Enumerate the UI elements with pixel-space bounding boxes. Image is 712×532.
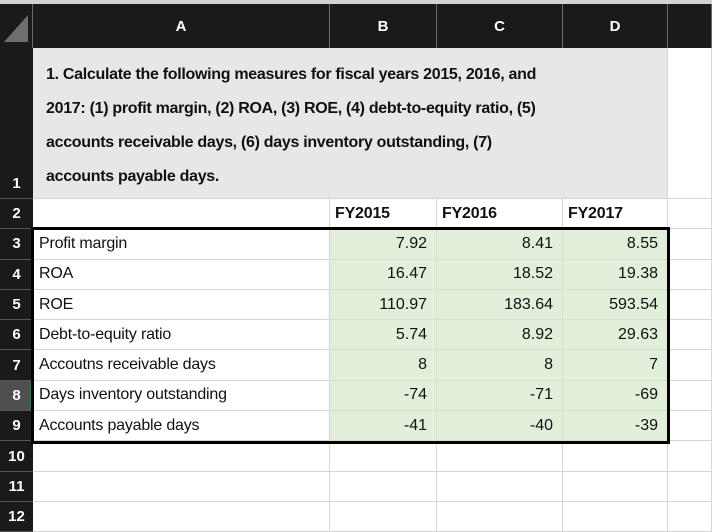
cell-c4-value[interactable]: 18.52 [437, 259, 563, 290]
active-row-indicator [30, 380, 33, 411]
cell-a1-instruction[interactable]: 1. Calculate the following measures for … [33, 48, 668, 199]
cell-d6-value[interactable]: 29.63 [563, 320, 668, 351]
empty-cell-c12[interactable] [437, 501, 563, 532]
cell-label-debt-to-equity[interactable]: Debt-to-equity ratio [33, 320, 330, 351]
empty-cell-e12[interactable] [668, 501, 712, 532]
row-header-9[interactable]: 9 [0, 411, 33, 442]
cell-c5-value[interactable]: 183.64 [437, 289, 563, 321]
empty-cell-e8[interactable] [668, 380, 712, 412]
empty-cell-a10[interactable] [33, 441, 330, 472]
empty-cell-d11[interactable] [563, 471, 668, 502]
cell-d2-fy2017[interactable]: FY2017 [563, 199, 668, 230]
cell-b8-value[interactable]: -74 [330, 380, 437, 412]
cell-b5-value[interactable]: 110.97 [330, 289, 437, 321]
cell-c8-value[interactable]: -71 [437, 380, 563, 412]
empty-cell-c11[interactable] [437, 471, 563, 502]
top-edge-strip [0, 0, 712, 4]
cell-label-accounts-receivable-days[interactable]: Accoutns receivable days [33, 350, 330, 381]
cell-b7-value[interactable]: 8 [330, 350, 437, 381]
select-all-icon [4, 15, 28, 42]
cell-label-roa[interactable]: ROA [33, 259, 330, 290]
cell-c7-value[interactable]: 8 [437, 350, 563, 381]
empty-cell-e2[interactable] [668, 199, 712, 230]
empty-cell-e3[interactable] [668, 229, 712, 260]
cell-b6-value[interactable]: 5.74 [330, 320, 437, 351]
instruction-line-3: accounts receivable days, (6) days inven… [46, 134, 492, 151]
empty-cell-e9[interactable] [668, 411, 712, 442]
cell-c3-value[interactable]: 8.41 [437, 229, 563, 260]
row-header-10[interactable]: 10 [0, 441, 33, 472]
cell-c2-fy2016[interactable]: FY2016 [437, 199, 563, 230]
row-header-8[interactable]: 8 [0, 380, 33, 412]
row-header-5[interactable]: 5 [0, 289, 33, 321]
empty-cell-b10[interactable] [330, 441, 437, 472]
row-header-11[interactable]: 11 [0, 471, 33, 502]
row-header-2[interactable]: 2 [0, 199, 33, 230]
select-all-corner[interactable] [0, 4, 33, 48]
cell-b3-value[interactable]: 7.92 [330, 229, 437, 260]
row-header-3[interactable]: 3 [0, 229, 33, 260]
cell-b2-fy2015[interactable]: FY2015 [330, 199, 437, 230]
instruction-line-4: accounts payable days. [46, 168, 220, 185]
cell-label-accounts-payable-days[interactable]: Accounts payable days [33, 411, 330, 442]
empty-cell-c10[interactable] [437, 441, 563, 472]
empty-cell-a2[interactable] [33, 199, 330, 230]
empty-cell-e11[interactable] [668, 471, 712, 502]
empty-cell-e4[interactable] [668, 259, 712, 290]
row-header-4[interactable]: 4 [0, 259, 33, 290]
column-header-e-partial[interactable] [668, 4, 712, 48]
column-header-c[interactable]: C [437, 4, 563, 48]
cell-d3-value[interactable]: 8.55 [563, 229, 668, 260]
column-header-a[interactable]: A [33, 4, 330, 48]
cell-c9-value[interactable]: -40 [437, 411, 563, 442]
row-header-7[interactable]: 7 [0, 350, 33, 381]
cell-label-profit-margin[interactable]: Profit margin [33, 229, 330, 260]
cell-d7-value[interactable]: 7 [563, 350, 668, 381]
empty-cell-e1[interactable] [668, 48, 712, 199]
column-header-b[interactable]: B [330, 4, 437, 48]
empty-cell-b12[interactable] [330, 501, 437, 532]
row-header-12[interactable]: 12 [0, 501, 33, 532]
row-header-8-label: 8 [12, 386, 21, 404]
cell-d5-value[interactable]: 593.54 [563, 289, 668, 321]
cell-label-roe[interactable]: ROE [33, 289, 330, 321]
row-header-1[interactable]: 1 [0, 48, 33, 199]
sheet-grid: A B C D 1 1. Calculate the following mea… [0, 4, 712, 532]
cell-d8-value[interactable]: -69 [563, 380, 668, 412]
empty-cell-b11[interactable] [330, 471, 437, 502]
cell-b9-value[interactable]: -41 [330, 411, 437, 442]
empty-cell-a11[interactable] [33, 471, 330, 502]
empty-cell-d12[interactable] [563, 501, 668, 532]
row-header-6[interactable]: 6 [0, 320, 33, 351]
empty-cell-e7[interactable] [668, 350, 712, 381]
empty-cell-e5[interactable] [668, 289, 712, 321]
column-header-d[interactable]: D [563, 4, 668, 48]
cell-label-days-inventory-outstanding[interactable]: Days inventory outstanding [33, 380, 330, 412]
empty-cell-e10[interactable] [668, 441, 712, 472]
cell-b4-value[interactable]: 16.47 [330, 259, 437, 290]
cell-d9-value[interactable]: -39 [563, 411, 668, 442]
empty-cell-d10[interactable] [563, 441, 668, 472]
instruction-line-2: 2017: (1) profit margin, (2) ROA, (3) RO… [46, 100, 536, 117]
empty-cell-e6[interactable] [668, 320, 712, 351]
cell-c6-value[interactable]: 8.92 [437, 320, 563, 351]
instruction-line-1: 1. Calculate the following measures for … [46, 66, 537, 83]
cell-d4-value[interactable]: 19.38 [563, 259, 668, 290]
empty-cell-a12[interactable] [33, 501, 330, 532]
